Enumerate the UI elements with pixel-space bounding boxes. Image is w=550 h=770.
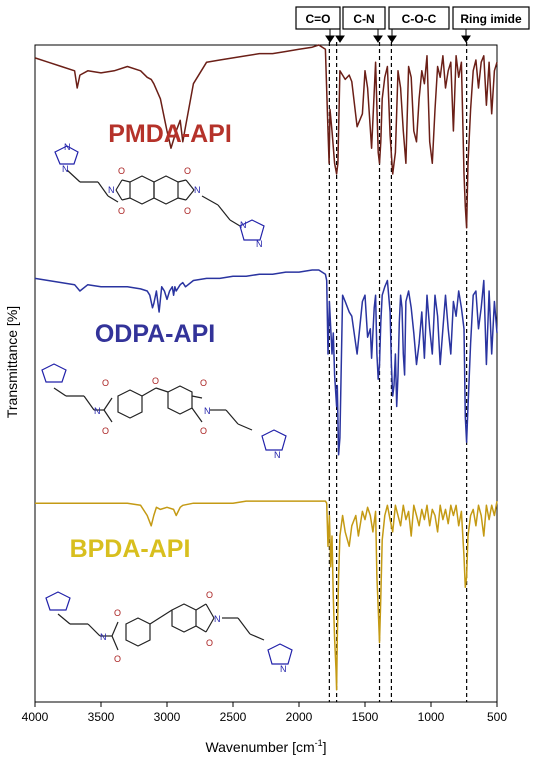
odpa-o-2: O (102, 426, 109, 436)
band-labels: C=O C-N C-O-C Ring imide (295, 6, 530, 30)
x-tick-label-1500: 1500 (352, 710, 379, 724)
x-tick-label-3500: 3500 (88, 710, 115, 724)
band-label-c-o: C=O (305, 12, 330, 26)
plot-frame (34, 44, 498, 703)
pmda-o-3: O (184, 166, 191, 176)
x-tick-label-1000: 1000 (418, 710, 445, 724)
pmda-api-molecule-icon: O O O O N N N N N N (54, 142, 265, 249)
band-arrows (325, 29, 471, 43)
series-label-pmda-api: PMDA-API (108, 120, 232, 148)
bpda-o-4: O (206, 638, 213, 648)
band-box-c-o (295, 6, 341, 30)
x-tick-label-4000: 4000 (22, 710, 49, 724)
band-box-ring-imide (452, 6, 530, 30)
series-line-bpda-api (35, 500, 498, 691)
pmda-n-2: N (194, 185, 201, 195)
series-line-pmda-api (34, 44, 498, 229)
bpda-o-3: O (206, 590, 213, 600)
pmda-n-5: N (240, 220, 247, 230)
pmda-n-3: N (62, 164, 69, 174)
band-label-c-o-c: C-O-C (402, 12, 437, 26)
x-axis-title-sup: -1 (315, 738, 323, 748)
bpda-n-3: N (280, 664, 287, 674)
odpa-api-molecule-icon: O O O O O N N N (41, 363, 287, 460)
pmda-o-1: O (118, 166, 125, 176)
x-tick-label-2000: 2000 (286, 710, 313, 724)
band-box-c-o-c (388, 6, 450, 30)
band-label-ring-imide: Ring imide (460, 12, 522, 26)
arrowhead-ring-imide (461, 35, 471, 43)
x-axis-ticks: 4000 3500 3000 2500 2000 1500 1000 500 (22, 702, 507, 724)
odpa-o-5: O (200, 426, 207, 436)
arrowhead-c-o-c (387, 35, 397, 43)
odpa-n-1: N (94, 406, 101, 416)
x-axis-title-main: Wavenumber [cm (205, 739, 314, 755)
odpa-o-3: O (152, 376, 159, 386)
bpda-n-1: N (100, 632, 107, 642)
odpa-o-1: O (102, 378, 109, 388)
band-label-c-n: C-N (353, 12, 374, 26)
x-axis-title: Wavenumber [cm-1] (205, 738, 326, 755)
arrowhead-c-n (373, 35, 383, 43)
spectra (34, 44, 498, 691)
odpa-n-2: N (204, 406, 211, 416)
x-tick-label-2500: 2500 (220, 710, 247, 724)
pmda-o-4: O (184, 206, 191, 216)
series-line-odpa-api (34, 269, 498, 456)
bpda-api-molecule-icon: O O O O N N N (45, 590, 293, 674)
pmda-o-2: O (118, 206, 125, 216)
bpda-o-2: O (114, 654, 121, 664)
pmda-n-4: N (64, 142, 71, 152)
y-axis-title: Transmittance [%] (4, 306, 20, 418)
arrowhead-c-o-1 (325, 35, 335, 43)
pmda-n-1: N (108, 185, 115, 195)
x-axis-title-tail: ] (323, 739, 327, 755)
odpa-n-3: N (274, 450, 281, 460)
odpa-o-4: O (200, 378, 207, 388)
bpda-o-1: O (114, 608, 121, 618)
arrowhead-c-o-2 (335, 35, 345, 43)
band-box-c-n (342, 6, 386, 30)
x-tick-label-500: 500 (487, 710, 507, 724)
series-label-odpa-api: ODPA-API (95, 320, 215, 348)
bpda-n-2: N (214, 614, 221, 624)
series-label-bpda-api: BPDA-API (70, 535, 191, 563)
x-tick-label-3000: 3000 (154, 710, 181, 724)
pmda-n-6: N (256, 239, 263, 249)
